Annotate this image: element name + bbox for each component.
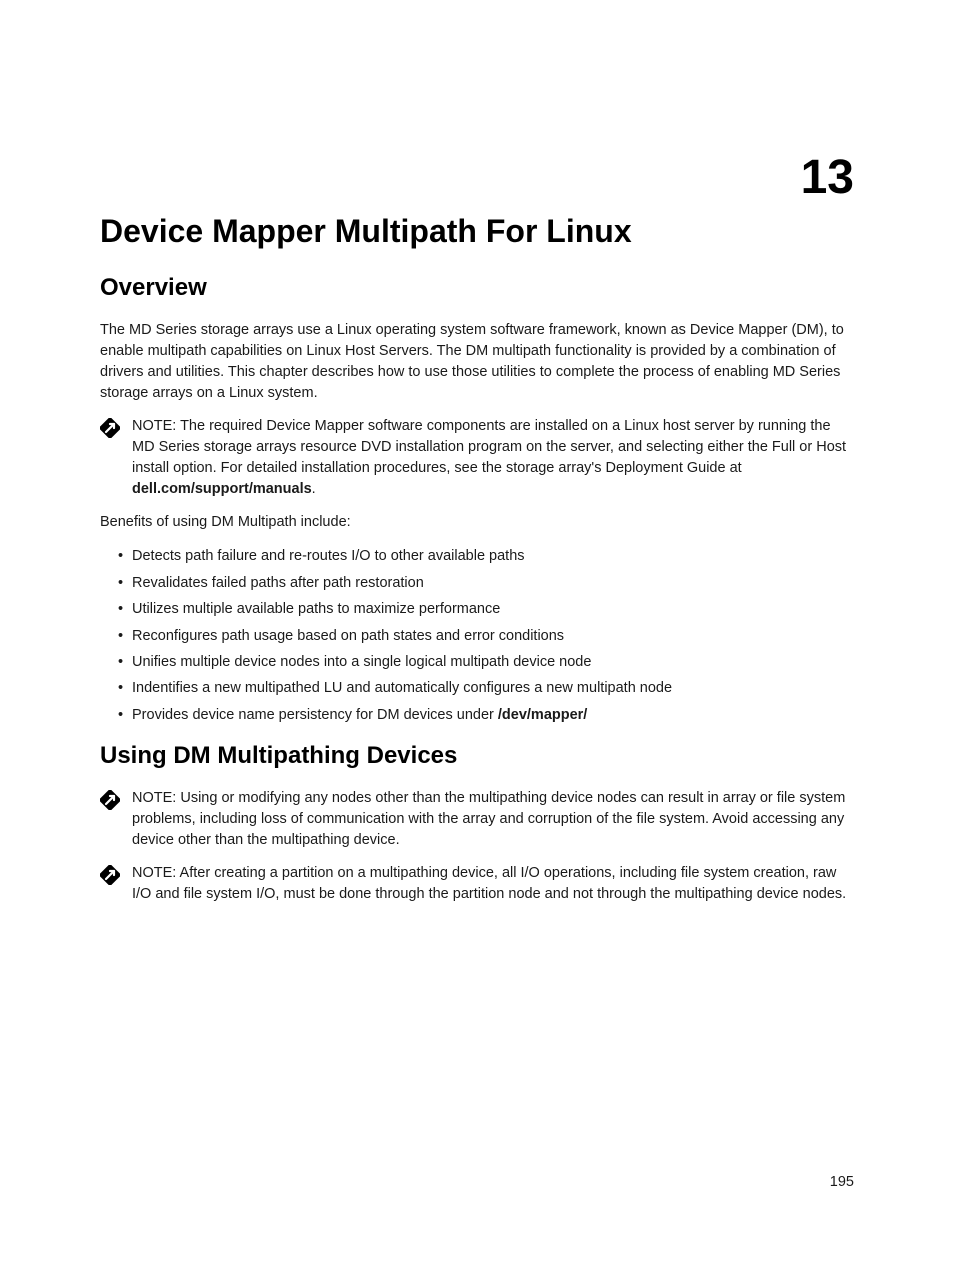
list-item: Indentifies a new multipathed LU and aut… [118,677,854,699]
using-note-2: NOTE: After creating a partition on a mu… [100,863,854,905]
note-body: After creating a partition on a multipat… [132,865,846,902]
note-icon [100,418,120,438]
overview-note-1: NOTE: The required Device Mapper softwar… [100,416,854,500]
note-body: The required Device Mapper software comp… [132,418,846,476]
bullet-pre: Provides device name persistency for DM … [132,707,498,723]
list-item: Utilizes multiple available paths to max… [118,598,854,620]
note-icon [100,790,120,810]
list-item: Provides device name persistency for DM … [118,704,854,726]
note-label: NOTE: [132,865,176,881]
note-label: NOTE: [132,418,176,434]
note-icon [100,865,120,885]
section-overview-heading: Overview [100,274,854,302]
note-text: NOTE: Using or modifying any nodes other… [132,788,854,851]
note-bold-link: dell.com/support/manuals [132,481,312,497]
chapter-number: 13 [100,150,854,205]
note-label: NOTE: [132,790,176,806]
list-item: Reconfigures path usage based on path st… [118,625,854,647]
overview-intro: The MD Series storage arrays use a Linux… [100,320,854,404]
chapter-title: Device Mapper Multipath For Linux [100,213,854,250]
list-item: Revalidates failed paths after path rest… [118,572,854,594]
list-item: Detects path failure and re-routes I/O t… [118,545,854,567]
benefits-list: Detects path failure and re-routes I/O t… [100,545,854,726]
document-page: 13 Device Mapper Multipath For Linux Ove… [0,0,954,978]
list-item: Unifies multiple device nodes into a sin… [118,651,854,673]
note-text: NOTE: The required Device Mapper softwar… [132,416,854,500]
note-text: NOTE: After creating a partition on a mu… [132,863,854,905]
bullet-bold: /dev/mapper/ [498,707,587,723]
benefits-intro: Benefits of using DM Multipath include: [100,512,854,533]
using-note-1: NOTE: Using or modifying any nodes other… [100,788,854,851]
note-end: . [312,481,316,497]
section-using-heading: Using DM Multipathing Devices [100,742,854,770]
page-number: 195 [830,1174,854,1190]
note-body: Using or modifying any nodes other than … [132,790,845,848]
